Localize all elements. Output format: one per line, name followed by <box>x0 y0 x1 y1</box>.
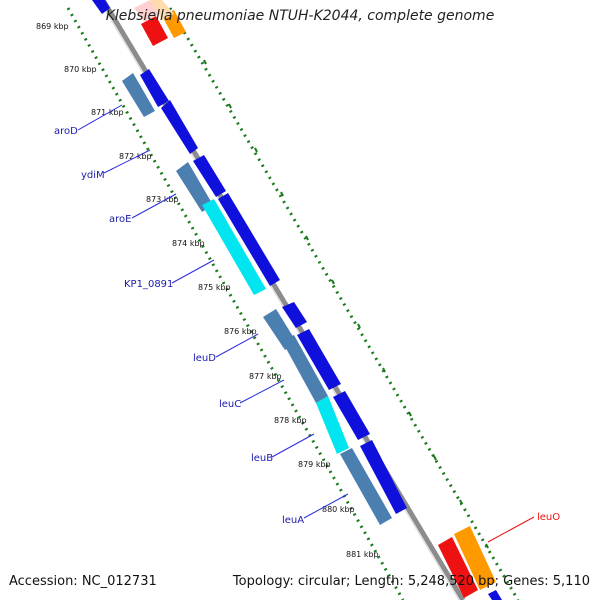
gene-label-ydiM[interactable]: ydiM <box>81 170 105 181</box>
cds-red-top[interactable] <box>141 16 168 46</box>
scale-label: 872 kbp <box>119 152 152 161</box>
gene-label-leuB[interactable]: leuB <box>251 453 273 464</box>
cds-leuB-highlight[interactable] <box>316 396 349 454</box>
ruler-line-outer <box>168 7 520 600</box>
scale-label: 869 kbp <box>36 22 69 31</box>
cds-forward-7[interactable] <box>333 391 370 440</box>
gene-label-leuA[interactable]: leuA <box>282 515 304 526</box>
label-line-leuB <box>271 433 315 458</box>
label-line-aroE <box>131 193 177 219</box>
scale-label: 870 kbp <box>64 65 97 74</box>
cds-aroE[interactable] <box>176 162 213 212</box>
cds-red-bottom[interactable] <box>438 537 478 598</box>
scale-label: 873 kbp <box>146 195 179 204</box>
scale-label: 875 kbp <box>198 283 231 292</box>
scale-label: 877 kbp <box>249 372 282 381</box>
label-line-leuD <box>215 333 259 358</box>
scale-label: 874 kbp <box>172 239 205 248</box>
cds-leuC[interactable] <box>282 335 328 403</box>
label-line-leuA <box>303 493 349 519</box>
cds-forward-4[interactable] <box>218 193 280 286</box>
gene-label-leuO[interactable]: leuO <box>537 512 560 523</box>
scale-label: 881 kbp <box>346 550 379 559</box>
cds-leuA[interactable] <box>340 448 392 525</box>
cds-forward-top[interactable] <box>92 0 110 14</box>
label-line-ydiM <box>103 149 151 174</box>
genome-summary-text: Topology: circular; Length: 5,248,520 bp… <box>232 574 590 589</box>
ruler-line-inner <box>66 7 405 600</box>
cds-forward-6[interactable] <box>297 329 341 390</box>
scale-label: 871 kbp <box>91 108 124 117</box>
ruler-ticks-outer <box>203 59 489 549</box>
cds-KP1_0891[interactable] <box>202 199 266 295</box>
gene-label-aroE[interactable]: aroE <box>109 214 131 225</box>
label-line-aroD <box>77 104 123 131</box>
scale-label: 879 kbp <box>298 460 331 469</box>
cds-forward-8[interactable] <box>360 440 407 514</box>
cds-blue-bottom[interactable] <box>488 590 502 600</box>
gene-label-KP1_0891[interactable]: KP1_0891 <box>124 279 173 290</box>
cds-orange-bottom[interactable] <box>454 526 496 590</box>
cds-forward-5[interactable] <box>282 302 307 328</box>
cds-forward-1[interactable] <box>140 69 169 107</box>
cds-forward-3[interactable] <box>193 155 226 197</box>
scale-label: 876 kbp <box>224 327 257 336</box>
gene-label-leuD[interactable]: leuD <box>193 353 216 364</box>
label-line-KP1_0891 <box>171 259 215 284</box>
scale-label: 878 kbp <box>274 416 307 425</box>
accession-text: Accession: NC_012731 <box>9 574 157 589</box>
scale-label: 880 kbp <box>322 505 355 514</box>
label-line-leuO <box>487 516 535 543</box>
cds-peach-top[interactable] <box>150 0 174 20</box>
cds-forward-2[interactable] <box>161 100 198 154</box>
cds-aroD[interactable] <box>122 73 155 117</box>
gene-label-aroD[interactable]: aroD <box>54 126 78 137</box>
gene-label-leuC[interactable]: leuC <box>219 399 241 410</box>
map-title: Klebsiella pneumoniae NTUH-K2044, comple… <box>105 8 495 24</box>
label-line-leuC <box>239 379 285 404</box>
